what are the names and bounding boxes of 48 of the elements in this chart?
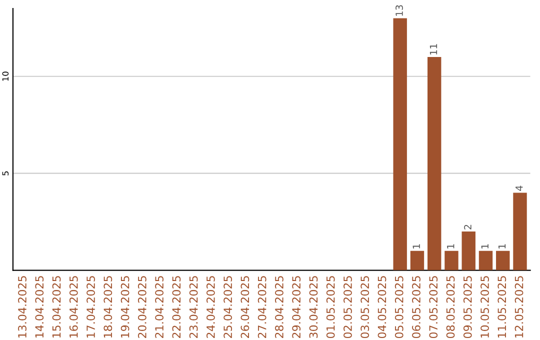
x-tick-label: 05.05.2025 bbox=[394, 276, 404, 338]
x-tick-label: 06.05.2025 bbox=[412, 276, 420, 338]
x-tick-label: 19.04.2025 bbox=[120, 276, 130, 338]
x-tick-label: 20.04.2025 bbox=[138, 276, 146, 338]
data-label: 1 bbox=[412, 244, 420, 248]
data-label: 13 bbox=[396, 5, 403, 16]
data-label: 1 bbox=[481, 244, 488, 248]
bar bbox=[410, 250, 424, 270]
y-tick-label: 10 bbox=[2, 72, 9, 81]
x-tick-label: 28.04.2025 bbox=[275, 276, 284, 338]
x-tick-label: 07.05.2025 bbox=[429, 276, 438, 338]
x-tick-label: 18.04.2025 bbox=[104, 276, 112, 338]
data-label: 1 bbox=[447, 244, 454, 248]
bar bbox=[496, 250, 510, 270]
x-tick-label: 30.04.2025 bbox=[309, 276, 318, 338]
x-tick-label: 13.04.2025 bbox=[18, 276, 26, 338]
x-tick-label: 14.04.2025 bbox=[35, 276, 44, 338]
x-tick-label: 01.05.2025 bbox=[326, 276, 335, 338]
x-tick-label: 08.05.2025 bbox=[446, 276, 455, 338]
bar bbox=[513, 192, 527, 270]
x-tick-label: 16.04.2025 bbox=[69, 276, 78, 338]
x-tick-label: 29.04.2025 bbox=[292, 276, 301, 338]
x-tick-label: 26.04.2025 bbox=[240, 276, 250, 338]
x-tick-label: 22.04.2025 bbox=[172, 276, 181, 338]
x-tick-label: 02.05.2025 bbox=[344, 276, 352, 338]
x-tick-label: 25.04.2025 bbox=[224, 276, 232, 338]
bar bbox=[462, 232, 476, 270]
x-tick-label: 17.04.2025 bbox=[86, 276, 95, 338]
y-tick-label: 5 bbox=[2, 171, 9, 176]
bar bbox=[393, 18, 407, 270]
x-tick-label: 21.04.2025 bbox=[155, 276, 164, 338]
x-tick-label: 09.05.2025 bbox=[463, 276, 472, 338]
bar bbox=[444, 250, 458, 270]
x-tick-label: 11.05.2025 bbox=[498, 276, 506, 338]
bar bbox=[478, 250, 493, 270]
x-tick-label: 10.05.2025 bbox=[480, 276, 489, 338]
data-label: 4 bbox=[516, 186, 523, 191]
bar bbox=[428, 56, 442, 270]
x-tick-label: 03.05.2025 bbox=[360, 276, 370, 338]
data-label: 1 bbox=[498, 244, 506, 248]
x-tick-label: 24.04.2025 bbox=[206, 276, 215, 338]
data-label: 2 bbox=[464, 224, 472, 230]
x-tick-label: 27.04.2025 bbox=[258, 276, 266, 338]
x-tick-label: 15.04.2025 bbox=[52, 276, 61, 338]
x-tick-label: 12.05.2025 bbox=[514, 276, 524, 338]
data-label: 11 bbox=[430, 44, 438, 55]
x-tick-label: 04.05.2025 bbox=[378, 276, 386, 338]
x-tick-label: 23.04.2025 bbox=[189, 276, 198, 338]
